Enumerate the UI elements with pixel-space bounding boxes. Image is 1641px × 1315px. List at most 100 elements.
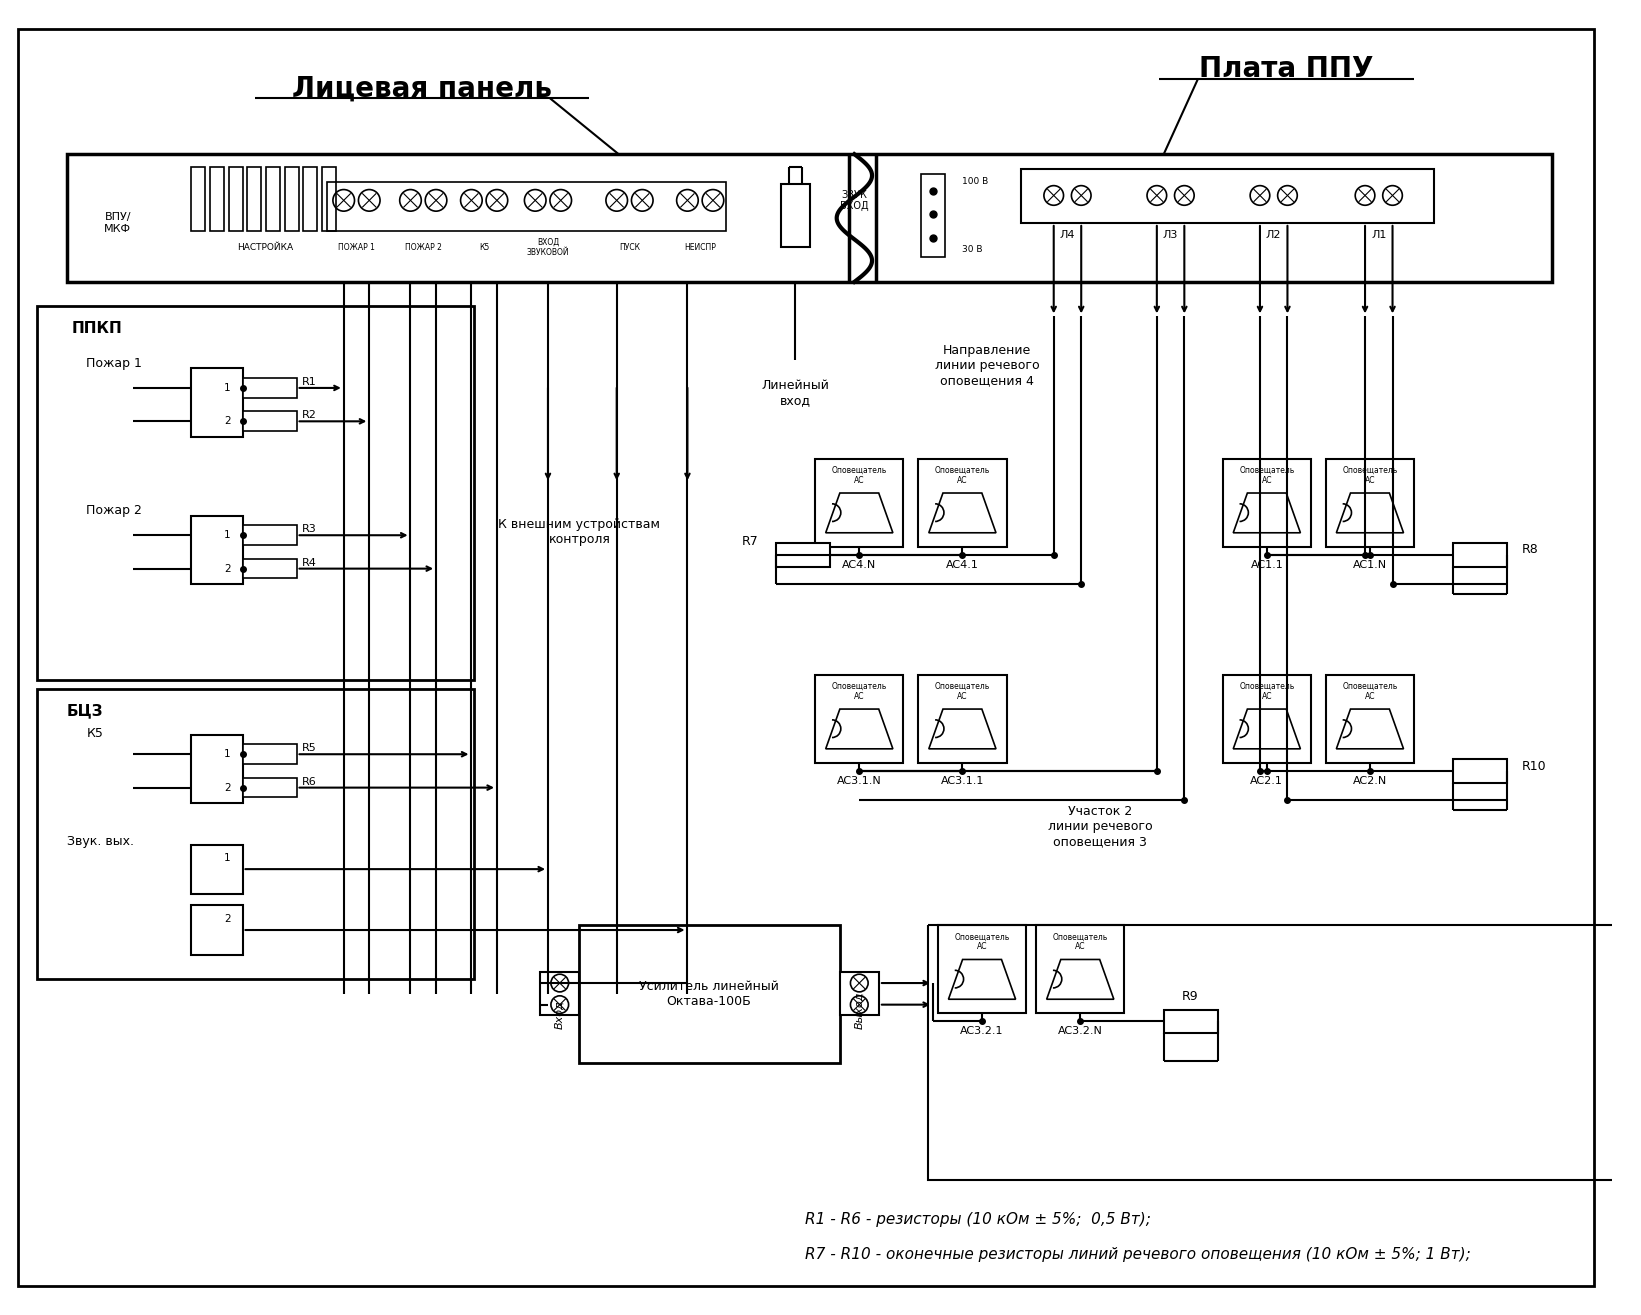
Bar <box>243 412 297 431</box>
Bar <box>919 675 1006 763</box>
Bar <box>1454 759 1508 782</box>
Text: АС: АС <box>853 692 865 701</box>
Text: АС: АС <box>1262 476 1272 485</box>
Bar <box>228 167 243 231</box>
Bar <box>38 306 474 680</box>
Text: ПОЖАР 2: ПОЖАР 2 <box>405 243 441 252</box>
Bar <box>192 735 243 803</box>
Bar <box>67 154 1552 281</box>
Text: АС: АС <box>1365 692 1375 701</box>
Text: ППКП: ППКП <box>72 321 123 335</box>
Text: АС: АС <box>957 692 968 701</box>
Bar <box>192 515 243 584</box>
Text: Пожар 2: Пожар 2 <box>87 504 143 517</box>
Text: АС: АС <box>976 943 988 951</box>
Text: R10: R10 <box>1523 760 1547 772</box>
Text: R8: R8 <box>1523 543 1539 556</box>
Text: К5: К5 <box>87 727 103 740</box>
Text: AC3.2.1: AC3.2.1 <box>960 1026 1004 1036</box>
Bar <box>210 167 223 231</box>
Text: Плата ППУ: Плата ППУ <box>1200 55 1374 83</box>
Text: R1: R1 <box>302 377 317 387</box>
Text: 1: 1 <box>225 750 231 759</box>
Text: Лицевая панель: Лицевая панель <box>292 75 553 103</box>
Text: Л1: Л1 <box>1372 230 1387 239</box>
Text: К5: К5 <box>479 243 489 252</box>
Bar <box>540 972 579 1015</box>
Bar <box>939 926 1026 1014</box>
Bar <box>192 167 205 231</box>
Text: Оповещатель: Оповещатель <box>935 682 990 690</box>
Bar <box>192 368 243 437</box>
Bar <box>248 167 261 231</box>
Text: AC1.N: AC1.N <box>1352 560 1387 569</box>
Text: Оповещатель: Оповещатель <box>1342 466 1398 475</box>
Text: 1: 1 <box>225 530 231 540</box>
Text: Оповещатель: Оповещатель <box>935 466 990 475</box>
Bar <box>266 167 281 231</box>
Text: Оповещатель: Оповещатель <box>832 682 886 690</box>
Text: R2: R2 <box>302 410 317 421</box>
Bar <box>781 184 811 247</box>
Text: Оповещатель: Оповещатель <box>832 466 886 475</box>
Text: ПОЖАР 1: ПОЖАР 1 <box>338 243 374 252</box>
Text: Л4: Л4 <box>1060 230 1075 239</box>
Text: Л2: Л2 <box>1265 230 1282 239</box>
Text: Участок 2
линии речевого
оповещения 3: Участок 2 линии речевого оповещения 3 <box>1047 805 1152 848</box>
Bar <box>816 675 904 763</box>
Bar <box>816 459 904 547</box>
Bar <box>1163 1010 1218 1034</box>
Text: Усилитель линейный
Октава-100Б: Усилитель линейный Октава-100Б <box>638 980 779 1007</box>
Text: 1: 1 <box>225 853 231 864</box>
Bar <box>304 167 317 231</box>
Text: R1 - R6 - резисторы (10 кОм ± 5%;  0,5 Вт);: R1 - R6 - резисторы (10 кОм ± 5%; 0,5 Вт… <box>806 1212 1150 1227</box>
Text: К внешним устройствам
контроля: К внешним устройствам контроля <box>499 518 660 546</box>
Text: Оповещатель: Оповещатель <box>1239 682 1295 690</box>
Bar <box>1326 459 1415 547</box>
Text: Оповещатель: Оповещатель <box>1239 466 1295 475</box>
Text: 2: 2 <box>225 914 231 924</box>
Bar <box>286 167 299 231</box>
Bar <box>1223 459 1311 547</box>
Bar <box>1035 926 1124 1014</box>
Text: R5: R5 <box>302 743 317 753</box>
Text: R7 - R10 - оконечные резисторы линий речевого оповещения (10 кОм ± 5%; 1 Вт);: R7 - R10 - оконечные резисторы линий реч… <box>806 1247 1470 1261</box>
Text: R6: R6 <box>302 777 317 786</box>
Text: R7: R7 <box>742 535 758 547</box>
Text: ВПУ/
МКФ: ВПУ/ МКФ <box>105 212 131 234</box>
Text: Оповещатель: Оповещатель <box>1052 932 1108 942</box>
Text: Направление
линии речевого
оповещения 4: Направление линии речевого оповещения 4 <box>935 343 1039 387</box>
Bar <box>322 167 336 231</box>
Text: R4: R4 <box>302 558 317 568</box>
Text: AC3.2.N: AC3.2.N <box>1058 1026 1103 1036</box>
Text: AC4.1: AC4.1 <box>945 560 978 569</box>
Text: 2: 2 <box>225 417 231 426</box>
Text: AC2.N: AC2.N <box>1352 776 1387 786</box>
Bar <box>192 844 243 894</box>
Bar <box>243 379 297 397</box>
Text: БЦЗ: БЦЗ <box>67 704 103 718</box>
Text: НЕИСПР: НЕИСПР <box>684 243 715 252</box>
Text: Выход: Выход <box>855 992 865 1030</box>
Text: Линейный
вход: Линейный вход <box>761 379 829 406</box>
Text: ПУСК: ПУСК <box>619 243 640 252</box>
Bar <box>776 543 830 567</box>
Bar <box>840 972 880 1015</box>
Bar <box>243 744 297 764</box>
Text: ЗВУК
ВХОД: ЗВУК ВХОД <box>840 189 868 212</box>
Bar <box>1223 675 1311 763</box>
Bar <box>929 926 1641 1181</box>
Text: 30 В: 30 В <box>962 245 983 254</box>
Bar <box>919 459 1006 547</box>
Text: НАСТРОЙКА: НАСТРОЙКА <box>236 243 294 252</box>
Text: 2: 2 <box>225 782 231 793</box>
Text: АС: АС <box>1365 476 1375 485</box>
Bar <box>1454 543 1508 567</box>
Text: AC4.N: AC4.N <box>842 560 876 569</box>
Text: Пожар 1: Пожар 1 <box>87 356 143 370</box>
Text: АС: АС <box>957 476 968 485</box>
Text: Л3: Л3 <box>1163 230 1178 239</box>
Bar <box>327 181 725 231</box>
Bar <box>243 559 297 579</box>
Text: 2: 2 <box>225 564 231 573</box>
